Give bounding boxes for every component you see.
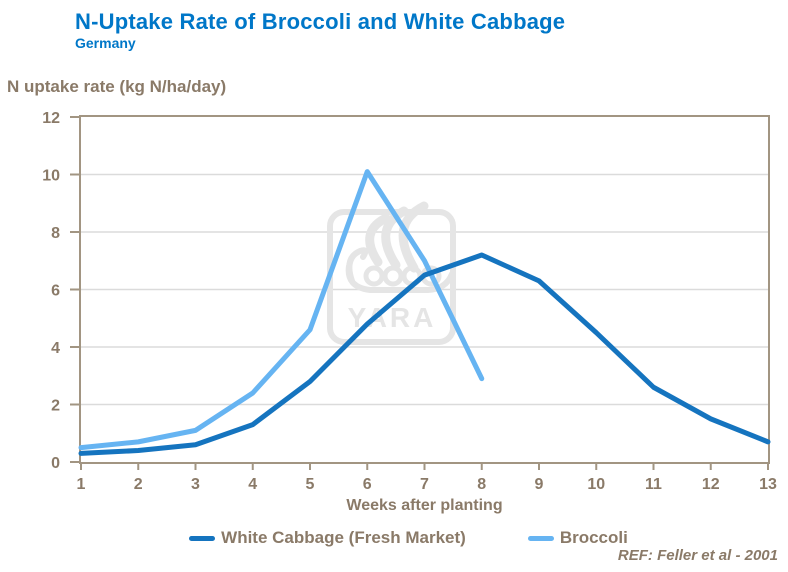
watermark-shield-icon xyxy=(382,265,404,287)
y-tick-label: 2 xyxy=(51,398,60,415)
chart-subtitle: Germany xyxy=(75,35,136,51)
x-tick-label: 4 xyxy=(248,476,257,493)
y-tick-label: 12 xyxy=(42,110,60,127)
x-tick-label: 11 xyxy=(645,476,662,493)
series-lines xyxy=(78,169,771,456)
x-tick-label: 6 xyxy=(363,476,372,493)
watermark-shield-icon xyxy=(363,265,385,287)
axis-ticks xyxy=(70,116,769,470)
white-cabbage-line-swatch xyxy=(189,535,216,541)
legend-item-broccoli: Broccoli xyxy=(527,528,628,548)
x-tick-label: 10 xyxy=(587,476,605,493)
y-axis-title: N uptake rate (kg N/ha/day) xyxy=(7,77,227,96)
x-tick-label: 9 xyxy=(535,476,544,493)
legend-label-broccoli: Broccoli xyxy=(559,528,628,547)
legend-item-white-cabbage: White Cabbage (Fresh Market) xyxy=(189,528,466,548)
broccoli-line-swatch xyxy=(527,535,554,541)
y-tick-label: 4 xyxy=(51,340,60,357)
broccoli-line xyxy=(78,169,485,451)
x-tick-label: 7 xyxy=(420,476,429,493)
watermark-ship-hull-icon xyxy=(345,263,455,293)
x-tick-label: 8 xyxy=(477,476,486,493)
x-tick-label: 1 xyxy=(77,476,86,493)
yara-watermark-logo: YARA xyxy=(327,201,456,345)
y-tick-label: 10 xyxy=(42,168,60,185)
x-tick-label: 12 xyxy=(702,476,720,493)
x-tick-label: 13 xyxy=(759,476,777,493)
white-cabbage-line xyxy=(78,252,771,456)
x-tick-label: 5 xyxy=(306,476,315,493)
watermark-sail-icon xyxy=(381,206,409,270)
x-tick-label: 3 xyxy=(191,476,200,493)
watermark-sail-icon xyxy=(365,213,391,267)
legend-label-white-cabbage: White Cabbage (Fresh Market) xyxy=(221,528,466,547)
x-tick-label: 2 xyxy=(134,476,143,493)
legend: White Cabbage (Fresh Market) Broccoli xyxy=(65,528,752,548)
x-axis-title: Weeks after planting xyxy=(346,497,503,514)
y-tick-label: 6 xyxy=(51,283,60,300)
chart-title: N-Uptake Rate of Broccoli and White Cabb… xyxy=(75,9,566,34)
reference-citation: REF: Feller et al - 2001 xyxy=(617,547,778,564)
y-tick-label: 0 xyxy=(51,455,60,472)
y-tick-label: 8 xyxy=(51,225,60,242)
